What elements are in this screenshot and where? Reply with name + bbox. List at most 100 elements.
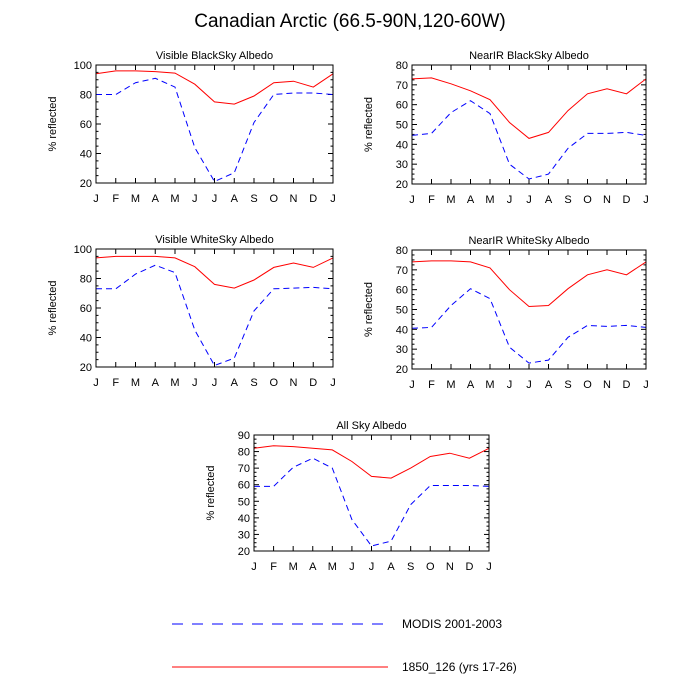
y-tick-label: 50 — [396, 305, 408, 317]
x-tick-label: A — [545, 194, 553, 206]
x-tick-label: M — [328, 561, 337, 573]
y-tick-label: 100 — [74, 244, 92, 256]
y-tick-label: 70 — [396, 265, 408, 277]
x-tick-label: O — [583, 194, 592, 206]
x-tick-label: J — [409, 379, 415, 391]
x-tick-label: S — [407, 561, 414, 573]
series-line-modis — [411, 288, 647, 364]
plot-frame — [95, 64, 334, 184]
y-tick-label: 60 — [396, 285, 408, 297]
x-tick-label: S — [250, 193, 257, 205]
x-tick-label: M — [289, 561, 298, 573]
y-tick-label: 30 — [238, 529, 250, 541]
x-tick-label: J — [507, 379, 513, 391]
x-tick-label: M — [485, 379, 494, 391]
x-tick-label: J — [93, 193, 99, 205]
x-tick-label: M — [446, 379, 455, 391]
legend-swatch-model — [172, 666, 388, 668]
x-tick-label: J — [330, 377, 336, 389]
x-tick-label: F — [112, 377, 119, 389]
y-axis-label: % reflected — [47, 96, 59, 151]
x-tick-label: N — [290, 193, 298, 205]
y-tick-label: 60 — [396, 100, 408, 112]
legend-swatch-modis — [172, 623, 388, 625]
x-tick-label: J — [486, 561, 492, 573]
x-tick-label: O — [269, 193, 278, 205]
y-axis-label: % reflected — [363, 97, 375, 152]
x-tick-label: J — [349, 561, 355, 573]
x-tick-label: A — [309, 561, 317, 573]
series-line-modis — [411, 100, 647, 180]
series-line-modis — [96, 264, 334, 367]
x-tick-label: D — [465, 561, 473, 573]
x-tick-label: N — [603, 194, 611, 206]
series-line-model — [411, 260, 647, 308]
x-tick-label: J — [330, 193, 336, 205]
y-tick-label: 20 — [396, 364, 408, 376]
plot-frame — [411, 64, 647, 185]
y-tick-label: 50 — [396, 120, 408, 132]
x-tick-label: J — [526, 194, 532, 206]
y-tick-label: 60 — [238, 480, 250, 492]
x-tick-label: J — [507, 194, 513, 206]
x-tick-label: J — [192, 193, 198, 205]
x-tick-label: M — [131, 193, 140, 205]
y-tick-label: 40 — [80, 149, 92, 161]
x-tick-label: D — [309, 193, 317, 205]
x-tick-label: A — [467, 379, 475, 391]
y-tick-label: 60 — [80, 119, 92, 131]
y-tick-label: 80 — [396, 245, 408, 257]
y-tick-label: 40 — [396, 139, 408, 151]
y-tick-label: 70 — [396, 80, 408, 92]
legend-entry-model — [170, 660, 390, 674]
x-tick-label: A — [545, 379, 553, 391]
x-tick-label: A — [152, 193, 160, 205]
y-axis-label: % reflected — [205, 465, 217, 520]
y-tick-label: 20 — [396, 179, 408, 191]
series-line-modis — [96, 77, 334, 183]
x-tick-label: J — [192, 377, 198, 389]
x-tick-label: J — [93, 377, 99, 389]
x-tick-label: A — [231, 193, 239, 205]
x-tick-label: O — [583, 379, 592, 391]
y-tick-label: 90 — [238, 430, 250, 442]
series-line-modis — [254, 457, 490, 547]
x-tick-label: F — [112, 193, 119, 205]
y-tick-label: 50 — [238, 496, 250, 508]
series-line-model — [253, 445, 490, 479]
series-line-model — [411, 77, 647, 139]
x-tick-label: D — [309, 377, 317, 389]
y-tick-label: 30 — [396, 159, 408, 171]
x-tick-label: M — [131, 377, 140, 389]
plot-frame — [253, 434, 490, 552]
figure-title: Canadian Arctic (66.5-90N,120-60W) — [194, 11, 506, 32]
x-tick-label: J — [212, 193, 218, 205]
x-tick-label: J — [643, 379, 649, 391]
panel-title: Visible BlackSky Albedo — [156, 50, 273, 62]
series-line-model — [95, 255, 334, 289]
x-tick-label: M — [446, 194, 455, 206]
panel-title: NearIR BlackSky Albedo — [469, 50, 589, 62]
x-tick-label: J — [251, 561, 257, 573]
x-tick-label: M — [170, 377, 179, 389]
x-tick-label: A — [467, 194, 475, 206]
y-axis-label: % reflected — [363, 282, 375, 337]
x-tick-label: A — [152, 377, 160, 389]
x-tick-label: J — [643, 194, 649, 206]
x-tick-label: S — [250, 377, 257, 389]
x-tick-label: A — [231, 377, 239, 389]
y-tick-label: 30 — [396, 344, 408, 356]
y-tick-label: 80 — [396, 60, 408, 72]
y-tick-label: 20 — [80, 178, 92, 190]
x-tick-label: F — [428, 194, 435, 206]
x-tick-label: J — [409, 194, 415, 206]
x-tick-label: M — [170, 193, 179, 205]
x-tick-label: O — [269, 377, 278, 389]
x-tick-label: S — [564, 194, 571, 206]
plot-frame — [95, 248, 334, 368]
